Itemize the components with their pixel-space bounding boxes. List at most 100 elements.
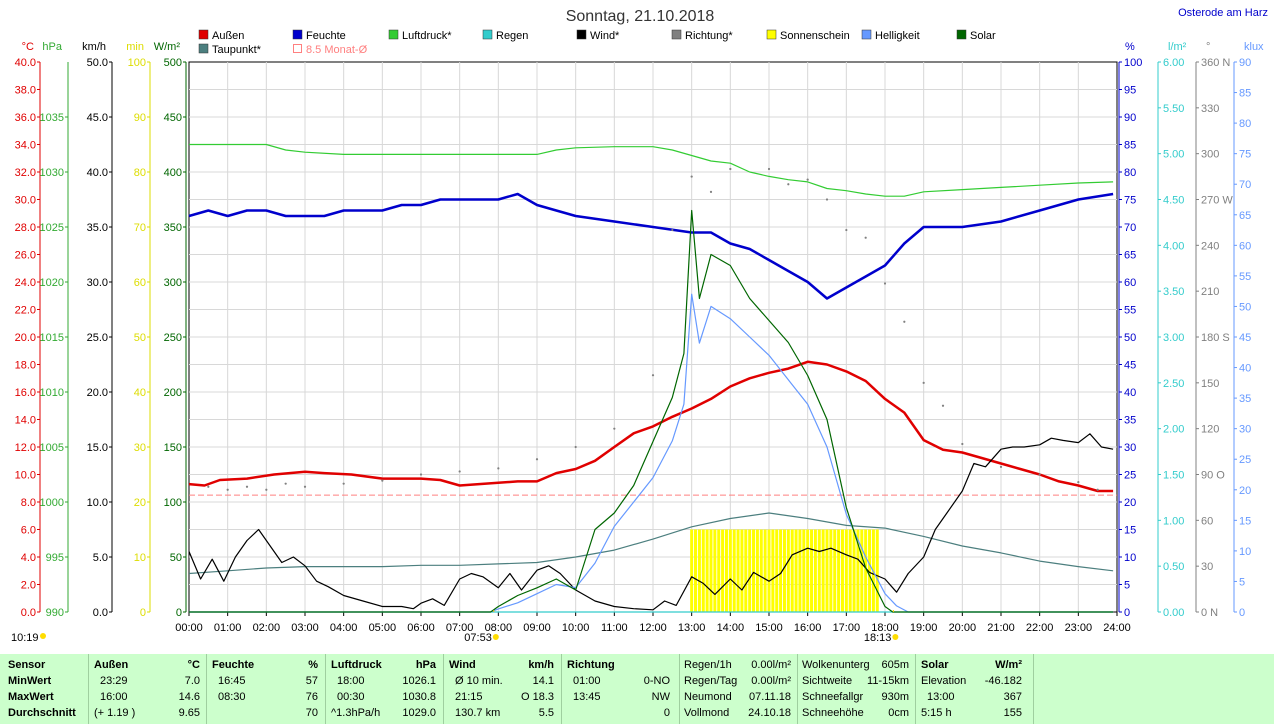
stats-value: 130.7 km [455,707,501,719]
axis-tick-label: 0 [1239,607,1245,619]
legend-swatch [576,29,587,40]
axis-tick-label: 12.0 [15,442,36,454]
axis-tick-label: 2.00 [1163,424,1184,436]
stats-aussen-title: Außen [94,659,129,671]
time-tick-label: 20:00 [949,622,977,634]
axis-tick-label: 20 [1239,485,1251,497]
legend-swatch [198,29,209,40]
axis-tick-label: 1015 [40,332,64,344]
stats-value: 0 [663,707,670,719]
direction-point [961,442,964,446]
stats-value: 16:45 [218,675,246,687]
sunshine-bar [717,529,721,612]
axis-tick-label: 40 [1124,387,1136,399]
time-tick-label: 12:00 [639,622,667,634]
legend-label: Taupunkt* [212,44,262,56]
direction-point [265,488,268,491]
direction-point [825,198,829,201]
axis-tick-label: 5.0 [93,552,108,564]
series-auen [188,360,1114,493]
direction-point [1077,481,1080,484]
sunshine-bar [732,529,736,612]
axis-tick-label: 40 [1239,363,1251,375]
axis-tick-label: 5.00 [1163,149,1184,161]
axis-tick-label: 200 [164,387,182,399]
stats-value: 367 [1003,691,1022,703]
stats-sensor-header: Sensor [8,659,46,671]
time-tick-label: 16:00 [794,622,822,634]
series-layer [188,143,1117,613]
stats-panel: Sensor MinWert MaxWert Durchschnitt Auße… [0,654,1274,724]
axis-tick-label: 20 [134,497,146,509]
stats-luftdruck-unit: hPa [415,659,436,671]
axis-tick-label: 15 [1239,515,1251,527]
stats-luftdruck-title: Luftdruck [331,659,382,671]
axis-tick-label: 28.0 [15,222,36,234]
stats-value: 1026.1 [402,675,436,687]
axis-tick-label: 32.0 [15,167,36,179]
legend-swatch [766,29,777,40]
stats-value: 14.1 [532,675,554,687]
time-tick-label: 11:00 [601,622,628,634]
sunshine-bar [705,529,709,612]
stats-row-label: MaxWert [8,691,54,703]
legend-swatch [198,43,209,54]
axis-tick-label: 40.0 [87,167,108,179]
sunshine-bar [775,529,779,612]
axis-tick-label: 5 [1239,576,1245,588]
axis-tick-label: 0.50 [1163,561,1184,573]
grid [188,61,1118,613]
stats-wind-title: Wind [449,659,476,671]
axis-tick-label: 30 [1239,424,1251,436]
axis-tick-label: 60 [1124,277,1136,289]
sunshine-bar [767,529,771,612]
axis-tick-label: 0.0 [21,607,36,619]
sunshine-bar [744,529,748,612]
time-tick-label: 07:00 [446,622,474,634]
axis-tick-label: 30 [1201,561,1213,573]
legend-swatch [861,29,872,40]
stats-value: 76 [305,691,318,703]
legend-swatch [388,29,399,40]
sunshine-bar [848,529,852,612]
axis-unit-label: °C [22,41,34,53]
axis-tick-label: 25 [1239,454,1251,466]
axis-tick-label: 50 [1239,301,1251,313]
stats-value: 57 [305,675,318,687]
direction-point [497,467,500,470]
axis-tick-label: 10.0 [15,470,36,482]
stats-row-label: Durchschnitt [8,707,76,719]
stats-value: 0-NO [643,675,670,687]
axis-tick-label: 10 [1239,546,1251,558]
time-tick-label: 22:00 [1026,622,1054,634]
event-markers: 10:19 07:53 18:13 [11,610,899,644]
stats-value: -46.182 [984,675,1022,687]
axis-tick-label: 210 [1201,286,1219,298]
legend-label: Helligkeit [875,30,920,42]
axis-tick-label: 25.0 [87,332,108,344]
stats-value: 1029.0 [402,707,436,719]
now-time-label: 10:19 [11,632,39,644]
sunshine-bar [860,529,864,612]
direction-point [574,445,577,449]
chart-title: Sonntag, 21.10.2018 [566,8,715,25]
stats-value: 18:00 [337,675,365,687]
axis-tick-label: 38.0 [15,85,36,97]
legend-label: Luftdruck* [402,30,452,42]
axis-tick-label: 40.0 [15,57,36,69]
series-taupunkt [188,512,1114,575]
sunshine-bar [690,529,694,612]
legend-label: Regen [496,30,528,42]
axis-tick-label: 90 [134,112,146,124]
sunset-time-label: 18:13 [864,632,892,644]
time-tick-label: 01:00 [214,622,242,634]
sunshine-bar [786,529,790,612]
sunshine-bar [856,529,860,612]
sunshine-bar [840,529,844,612]
location-label: Osterode am Harz [1178,7,1268,19]
axis-tick-label: 35 [1124,415,1136,427]
axis-tick-label: 360 N [1201,57,1230,69]
sunshine-bar [701,529,705,612]
axis-tick-label: 1025 [40,222,64,234]
sunshine-bar [782,529,786,612]
